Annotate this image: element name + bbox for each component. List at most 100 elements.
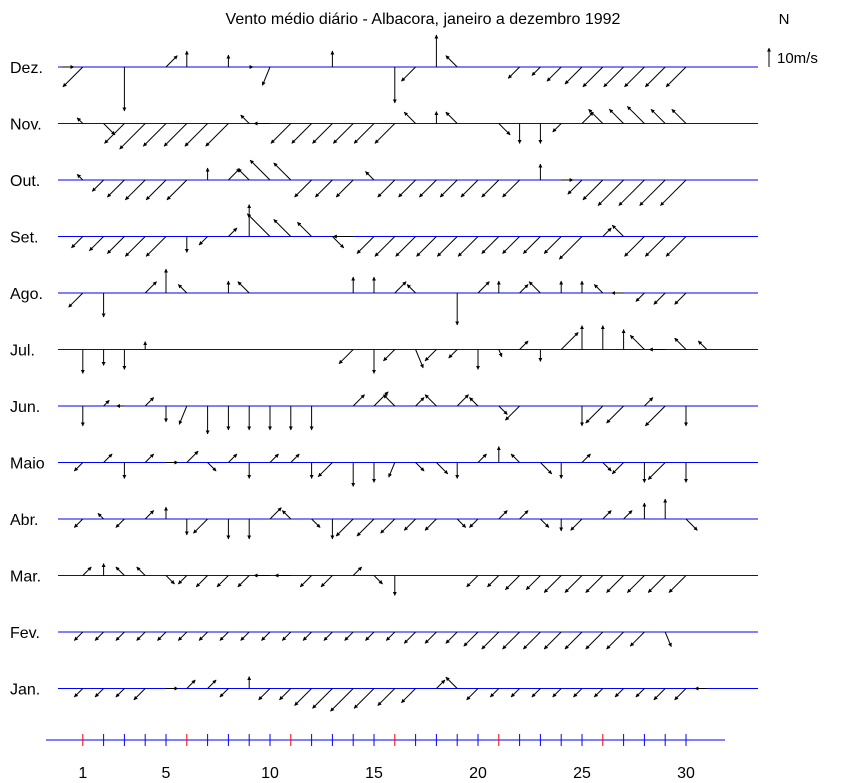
wind-vector	[76, 117, 84, 124]
wind-vector	[627, 575, 645, 593]
wind-vector	[507, 66, 520, 79]
wind-vector	[373, 575, 383, 585]
wind-vector	[502, 631, 520, 650]
wind-vector	[635, 292, 645, 302]
wind-vector	[585, 405, 604, 424]
wind-vector	[469, 397, 479, 407]
wind-vector	[597, 179, 624, 206]
month-row: Fev.	[10, 625, 758, 650]
wind-vector	[205, 123, 229, 147]
wind-vector	[685, 518, 698, 531]
wind-vector	[97, 512, 104, 520]
month-label: Set.	[10, 230, 38, 247]
wind-vector	[445, 676, 458, 689]
wind-vector	[311, 518, 321, 528]
wind-vector	[697, 340, 708, 350]
wind-vector	[606, 631, 624, 650]
month-label: Out.	[10, 173, 40, 190]
wind-vector	[302, 631, 312, 641]
wind-vector	[261, 66, 271, 86]
wind-vector	[186, 450, 199, 463]
wind-vector	[456, 518, 467, 528]
wind-vector	[195, 575, 208, 588]
wind-vector	[124, 179, 146, 201]
wind-vector	[564, 66, 583, 85]
wind-vector	[398, 179, 416, 198]
wind-vector	[671, 108, 687, 124]
wind-vector	[335, 518, 354, 537]
wind-vector	[552, 688, 562, 698]
wind-vector	[674, 337, 687, 350]
day-axis: 1 5 10 15 20 25 30	[46, 734, 725, 782]
wind-vector	[653, 292, 666, 305]
wind-vector	[611, 462, 624, 475]
wind-vector	[582, 66, 604, 88]
month-row: Abr.	[10, 498, 758, 540]
wind-vector	[73, 518, 84, 528]
wind-vector	[186, 679, 196, 689]
wind-vector	[228, 227, 238, 237]
wind-vector	[115, 631, 125, 641]
wind-vector	[91, 179, 104, 192]
wind-vector	[290, 453, 300, 463]
wind-vector	[606, 575, 624, 593]
wind-vector	[320, 575, 333, 588]
month-label: Abr.	[10, 512, 38, 529]
wind-vector	[68, 292, 84, 308]
wind-vector	[674, 292, 687, 305]
wind-vector	[436, 462, 449, 475]
wind-vector	[107, 236, 125, 254]
wind-vector	[165, 575, 175, 585]
wind-vector	[624, 236, 645, 257]
wind-vector	[315, 179, 333, 198]
wind-vector	[383, 394, 396, 407]
wind-vector	[460, 179, 479, 198]
wind-vector	[558, 236, 583, 260]
wind-vector	[424, 394, 437, 407]
wind-vector	[668, 575, 687, 593]
wind-vector	[281, 631, 292, 641]
wind-vector	[424, 518, 437, 531]
wind-vector	[635, 688, 645, 698]
wind-vector	[312, 688, 333, 709]
month-row: Set.	[10, 204, 758, 260]
wind-vector	[119, 123, 146, 150]
wind-vector	[219, 688, 229, 698]
wind-vector	[273, 219, 292, 237]
wind-vector	[481, 236, 500, 254]
wind-vector	[665, 236, 687, 257]
wind-vector	[618, 179, 645, 206]
wind-vector	[477, 453, 487, 463]
wind-vector	[463, 631, 479, 647]
wind-vector	[469, 518, 479, 528]
wind-vector	[401, 66, 416, 82]
wind-vector	[581, 453, 591, 463]
wind-vector	[103, 123, 116, 136]
wind-vector	[184, 123, 208, 147]
wind-vector	[104, 123, 125, 144]
wind-vector	[240, 114, 250, 124]
chart-title: Vento médio diário - Albacora, janeiro a…	[226, 11, 621, 28]
wind-vector	[237, 575, 250, 588]
wind-vector	[144, 453, 155, 463]
wind-vector	[653, 688, 666, 701]
wind-vector	[546, 66, 562, 82]
wind-vector	[353, 123, 375, 144]
wind-vector	[403, 631, 416, 644]
wind-vector	[62, 66, 84, 88]
wind-vector	[281, 510, 292, 520]
wind-vector	[457, 236, 479, 257]
wind-vector	[330, 688, 354, 712]
wind-vector	[543, 575, 562, 593]
month-label: Nov.	[10, 117, 42, 134]
wind-vector	[332, 236, 345, 249]
wind-vector	[177, 631, 188, 641]
wind-vector	[644, 397, 654, 407]
wind-vector	[335, 179, 354, 198]
month-label: Jun.	[10, 399, 40, 416]
wind-vector	[273, 162, 292, 181]
wind-vector	[144, 281, 157, 294]
wind-vector	[644, 236, 666, 257]
wind-vector	[136, 631, 146, 641]
wind-vector	[207, 679, 217, 689]
